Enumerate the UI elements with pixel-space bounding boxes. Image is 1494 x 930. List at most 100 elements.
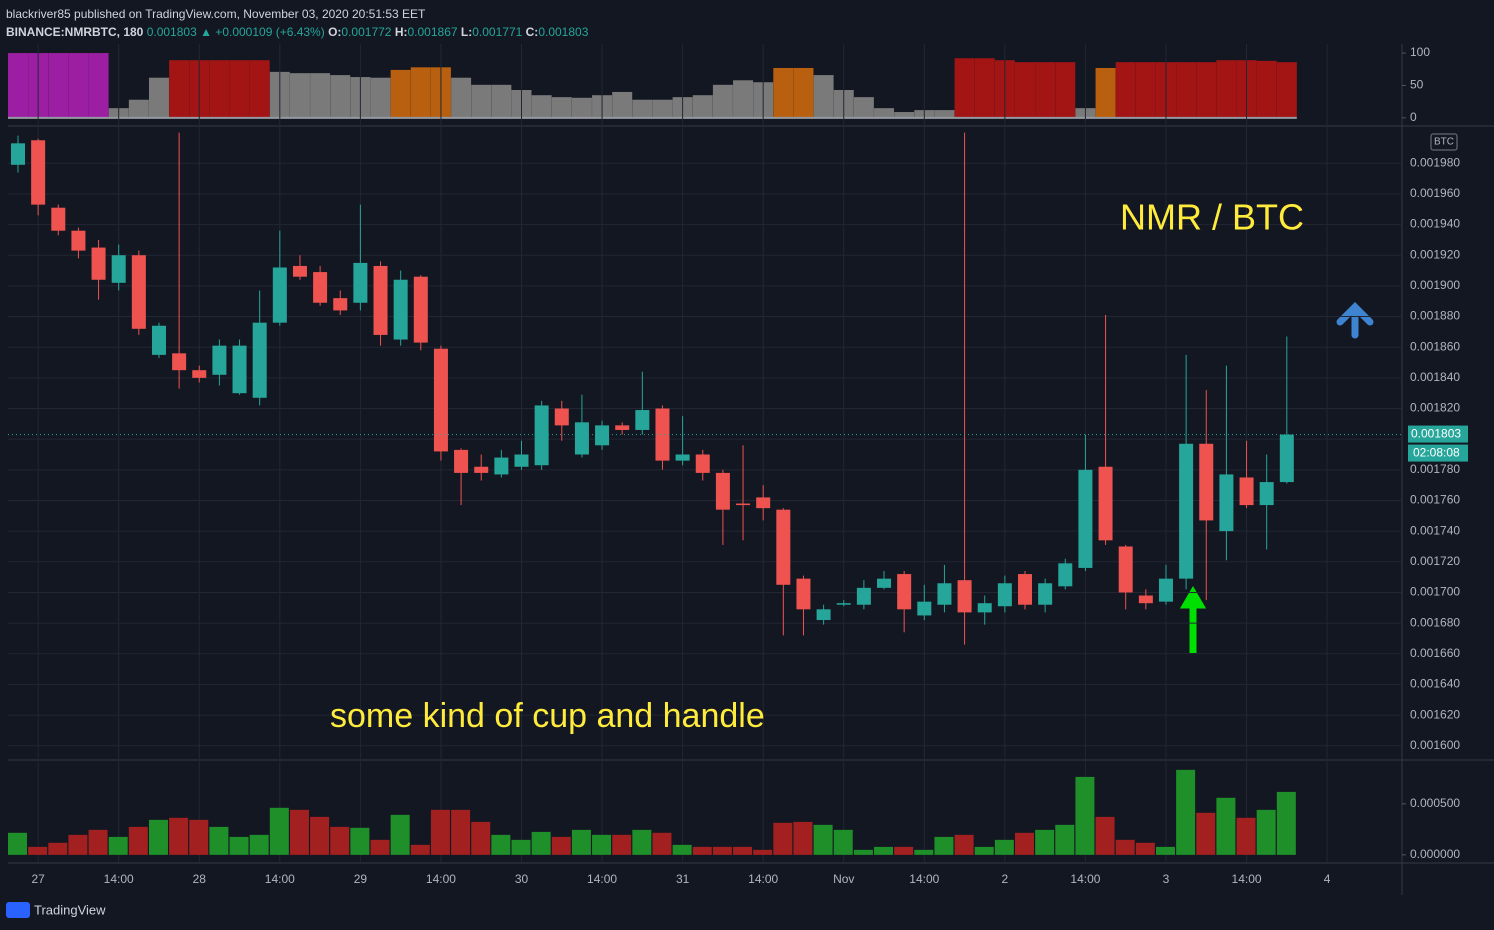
x-tick-label: 14:00 [265,872,295,886]
indicator-bar [1216,60,1237,118]
x-tick-label: 14:00 [587,872,617,886]
candle-body [816,609,831,621]
y-tick-label: 0.001840 [1410,370,1460,384]
y-tick-label: 0.001920 [1410,247,1460,261]
y-tick-label: 0.001640 [1410,677,1460,691]
volume-bar [249,834,269,855]
candle-body [292,265,307,277]
indicator-bar [1196,62,1217,118]
symbol-line: BINANCE:NMRBTC, 180 0.001803 ▲ +0.000109… [6,23,588,41]
candle-body [997,583,1012,607]
volume-bar [148,819,168,855]
pair-annotation: NMR / BTC [1120,197,1304,238]
volume-bar [934,836,954,855]
indicator-bar [1135,62,1156,118]
y-tick-label: 100 [1410,45,1430,59]
change: ▲ +0.000109 (+6.43%) [200,25,325,39]
candle-body [212,345,227,375]
currency-badge [1430,133,1458,151]
volume-bar [390,814,410,855]
indicator-bar [954,58,975,118]
candle-body [71,230,86,251]
volume-bar [189,819,209,855]
volume-bar [1075,776,1095,855]
volume-bar [28,846,48,855]
volume-bar [289,809,309,855]
volume-bar [652,832,672,855]
currency: BTC [1434,137,1454,148]
volume-bar [874,846,894,855]
candle-body [151,325,166,355]
volume-bar [954,834,974,855]
volume-bar [1015,832,1034,855]
volume-bar [1276,791,1296,855]
volume-bar [571,829,591,855]
volume-bar [430,809,450,855]
indicator-bar [491,84,512,118]
header: blackriver85 published on TradingView.co… [6,5,588,41]
volume-bar [1236,817,1256,855]
indicator-bar [370,77,391,118]
last: 0.001803 [146,25,197,39]
y-tick-label: 0.001620 [1410,707,1460,721]
indicator-bar [1276,62,1297,118]
indicator-bar [934,110,955,118]
candle-body [595,425,610,446]
candle-body [454,449,469,473]
volume-bar [330,826,350,855]
logo [6,902,30,918]
footer-brand[interactable]: TradingView [34,902,106,917]
candle-body [272,267,287,323]
indicator-bar [733,80,754,118]
volume-bar [813,824,833,855]
volume-bar [1216,797,1236,855]
y-tick-label: 0.001820 [1410,401,1460,415]
y-tick-label: 0.001700 [1410,585,1460,599]
x-tick-label: 4 [1324,872,1331,886]
volume-bar [68,834,88,855]
indicator-bar [148,77,169,118]
candle-body [1138,595,1153,604]
volume-bar [531,831,551,855]
candle-body [554,408,569,426]
candle-body [836,603,851,605]
candle-body [1158,578,1173,602]
x-tick-label: 14:00 [748,872,778,886]
volume-bar [853,849,873,855]
symbol: BINANCE:NMRBTC, 180 [6,25,144,39]
candle-body [252,322,267,398]
volume-bar [1095,816,1115,855]
y-tick-label: 50 [1410,78,1424,92]
indicator-bar [632,99,653,118]
candle-body [1018,574,1032,605]
indicator-bar [410,67,431,118]
y-tick-label: 0.001740 [1410,523,1460,537]
candle-body [675,454,690,461]
volume-bar [612,834,632,855]
indicator-bar [1015,62,1035,118]
volume-bar [491,834,511,855]
y-tick-label: 0.001680 [1410,615,1460,629]
candle-body [373,265,388,335]
indicator-bar [974,58,995,118]
indicator-bar [289,73,310,118]
volume-bar [551,836,571,855]
indicator-bar [330,75,351,118]
volume-bar [712,846,732,855]
indicator-bar [813,75,834,118]
volume-bar [370,839,390,855]
x-tick-label: Nov [833,872,854,886]
countdown: 02:08:08 [1413,446,1460,460]
indicator-bar [571,97,592,118]
indicator-bar [229,60,250,118]
candle-body [756,497,771,509]
candle-body [474,466,489,473]
countdown-badge [1408,444,1468,462]
volume-bar [733,846,753,855]
x-tick-label: 31 [676,872,690,886]
volume-bar [350,827,370,855]
indicator-bar [793,67,814,118]
y-tick-label: 0 [1410,110,1417,124]
volume-bar [1135,842,1155,855]
